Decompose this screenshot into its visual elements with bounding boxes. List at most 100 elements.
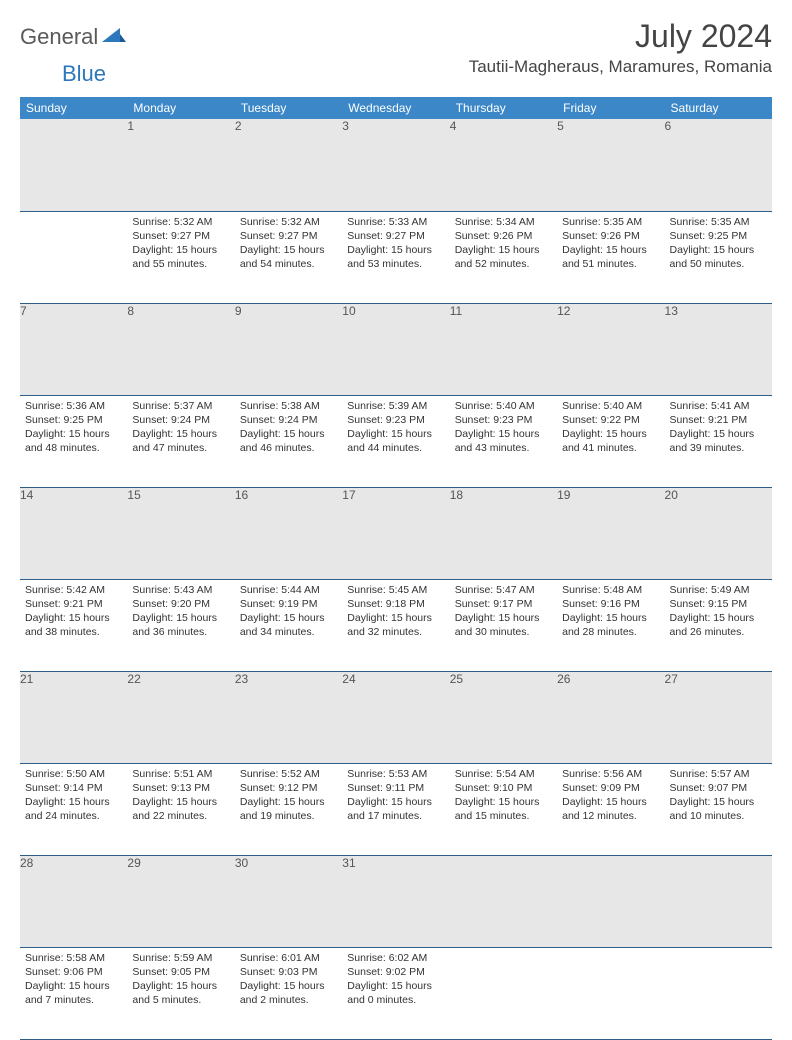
- sunrise-text: Sunrise: 5:51 AM: [132, 767, 229, 781]
- day-cell: [557, 947, 664, 1039]
- day-number: 31: [342, 855, 449, 947]
- day-cell: Sunrise: 5:52 AMSunset: 9:12 PMDaylight:…: [235, 763, 342, 855]
- day-cell: [450, 947, 557, 1039]
- sunset-text: Sunset: 9:06 PM: [25, 965, 122, 979]
- sunset-text: Sunset: 9:23 PM: [455, 413, 552, 427]
- day-number: 12: [557, 303, 664, 395]
- day-cell: Sunrise: 5:49 AMSunset: 9:15 PMDaylight:…: [665, 579, 772, 671]
- sunrise-text: Sunrise: 5:34 AM: [455, 215, 552, 229]
- day-cell: Sunrise: 5:47 AMSunset: 9:17 PMDaylight:…: [450, 579, 557, 671]
- daylight-text: Daylight: 15 hours and 10 minutes.: [670, 795, 767, 823]
- day-cell: Sunrise: 6:02 AMSunset: 9:02 PMDaylight:…: [342, 947, 449, 1039]
- day-cell: Sunrise: 5:51 AMSunset: 9:13 PMDaylight:…: [127, 763, 234, 855]
- sunset-text: Sunset: 9:17 PM: [455, 597, 552, 611]
- sunrise-text: Sunrise: 5:40 AM: [562, 399, 659, 413]
- day-number-row: 21222324252627: [20, 671, 772, 763]
- day-cell: Sunrise: 5:56 AMSunset: 9:09 PMDaylight:…: [557, 763, 664, 855]
- day-header: Saturday: [665, 97, 772, 119]
- day-number: 30: [235, 855, 342, 947]
- sunset-text: Sunset: 9:19 PM: [240, 597, 337, 611]
- week-row: Sunrise: 5:50 AMSunset: 9:14 PMDaylight:…: [20, 763, 772, 855]
- sunset-text: Sunset: 9:03 PM: [240, 965, 337, 979]
- daylight-text: Daylight: 15 hours and 38 minutes.: [25, 611, 122, 639]
- day-cell: Sunrise: 5:57 AMSunset: 9:07 PMDaylight:…: [665, 763, 772, 855]
- week-row: Sunrise: 5:58 AMSunset: 9:06 PMDaylight:…: [20, 947, 772, 1039]
- day-cell: Sunrise: 5:35 AMSunset: 9:25 PMDaylight:…: [665, 211, 772, 303]
- daylight-text: Daylight: 15 hours and 51 minutes.: [562, 243, 659, 271]
- logo-text-general: General: [20, 24, 98, 50]
- daylight-text: Daylight: 15 hours and 19 minutes.: [240, 795, 337, 823]
- daylight-text: Daylight: 15 hours and 53 minutes.: [347, 243, 444, 271]
- day-number: 19: [557, 487, 664, 579]
- day-number: 9: [235, 303, 342, 395]
- day-number: [557, 855, 664, 947]
- sunrise-text: Sunrise: 5:59 AM: [132, 951, 229, 965]
- daylight-text: Daylight: 15 hours and 28 minutes.: [562, 611, 659, 639]
- daylight-text: Daylight: 15 hours and 34 minutes.: [240, 611, 337, 639]
- day-cell: Sunrise: 5:34 AMSunset: 9:26 PMDaylight:…: [450, 211, 557, 303]
- day-cell: Sunrise: 5:35 AMSunset: 9:26 PMDaylight:…: [557, 211, 664, 303]
- day-number-row: 14151617181920: [20, 487, 772, 579]
- daylight-text: Daylight: 15 hours and 30 minutes.: [455, 611, 552, 639]
- sunrise-text: Sunrise: 5:32 AM: [132, 215, 229, 229]
- daylight-text: Daylight: 15 hours and 46 minutes.: [240, 427, 337, 455]
- week-row: Sunrise: 5:32 AMSunset: 9:27 PMDaylight:…: [20, 211, 772, 303]
- day-number: 14: [20, 487, 127, 579]
- day-cell: [665, 947, 772, 1039]
- sunset-text: Sunset: 9:07 PM: [670, 781, 767, 795]
- daylight-text: Daylight: 15 hours and 32 minutes.: [347, 611, 444, 639]
- daylight-text: Daylight: 15 hours and 43 minutes.: [455, 427, 552, 455]
- daylight-text: Daylight: 15 hours and 48 minutes.: [25, 427, 122, 455]
- sunset-text: Sunset: 9:02 PM: [347, 965, 444, 979]
- logo: General: [20, 18, 60, 50]
- day-header: Monday: [127, 97, 234, 119]
- sunrise-text: Sunrise: 6:01 AM: [240, 951, 337, 965]
- sunset-text: Sunset: 9:22 PM: [562, 413, 659, 427]
- day-number: 8: [127, 303, 234, 395]
- sunset-text: Sunset: 9:25 PM: [25, 413, 122, 427]
- day-cell: Sunrise: 5:40 AMSunset: 9:22 PMDaylight:…: [557, 395, 664, 487]
- day-number: 22: [127, 671, 234, 763]
- sunrise-text: Sunrise: 5:44 AM: [240, 583, 337, 597]
- day-cell: Sunrise: 5:32 AMSunset: 9:27 PMDaylight:…: [235, 211, 342, 303]
- day-cell: Sunrise: 5:50 AMSunset: 9:14 PMDaylight:…: [20, 763, 127, 855]
- daylight-text: Daylight: 15 hours and 17 minutes.: [347, 795, 444, 823]
- day-cell: Sunrise: 5:43 AMSunset: 9:20 PMDaylight:…: [127, 579, 234, 671]
- sunrise-text: Sunrise: 5:41 AM: [670, 399, 767, 413]
- day-number: [20, 119, 127, 211]
- day-number: 24: [342, 671, 449, 763]
- daylight-text: Daylight: 15 hours and 39 minutes.: [670, 427, 767, 455]
- day-header-row: Sunday Monday Tuesday Wednesday Thursday…: [20, 97, 772, 119]
- daylight-text: Daylight: 15 hours and 54 minutes.: [240, 243, 337, 271]
- daylight-text: Daylight: 15 hours and 15 minutes.: [455, 795, 552, 823]
- day-number: 20: [665, 487, 772, 579]
- sunrise-text: Sunrise: 5:42 AM: [25, 583, 122, 597]
- sunset-text: Sunset: 9:26 PM: [455, 229, 552, 243]
- sunrise-text: Sunrise: 5:36 AM: [25, 399, 122, 413]
- sunset-text: Sunset: 9:24 PM: [132, 413, 229, 427]
- day-cell: Sunrise: 5:38 AMSunset: 9:24 PMDaylight:…: [235, 395, 342, 487]
- calendar-table: Sunday Monday Tuesday Wednesday Thursday…: [20, 97, 772, 1040]
- week-row: Sunrise: 5:36 AMSunset: 9:25 PMDaylight:…: [20, 395, 772, 487]
- day-cell: Sunrise: 5:40 AMSunset: 9:23 PMDaylight:…: [450, 395, 557, 487]
- daylight-text: Daylight: 15 hours and 52 minutes.: [455, 243, 552, 271]
- day-cell: Sunrise: 6:01 AMSunset: 9:03 PMDaylight:…: [235, 947, 342, 1039]
- day-number: [665, 855, 772, 947]
- sunset-text: Sunset: 9:25 PM: [670, 229, 767, 243]
- day-number: 23: [235, 671, 342, 763]
- day-number-row: 78910111213: [20, 303, 772, 395]
- daylight-text: Daylight: 15 hours and 12 minutes.: [562, 795, 659, 823]
- daylight-text: Daylight: 15 hours and 24 minutes.: [25, 795, 122, 823]
- sunrise-text: Sunrise: 5:52 AM: [240, 767, 337, 781]
- day-cell: Sunrise: 5:44 AMSunset: 9:19 PMDaylight:…: [235, 579, 342, 671]
- sunset-text: Sunset: 9:24 PM: [240, 413, 337, 427]
- sunrise-text: Sunrise: 5:40 AM: [455, 399, 552, 413]
- daylight-text: Daylight: 15 hours and 2 minutes.: [240, 979, 337, 1007]
- day-number: 11: [450, 303, 557, 395]
- day-number: 18: [450, 487, 557, 579]
- day-number: 28: [20, 855, 127, 947]
- day-number: 3: [342, 119, 449, 211]
- sunset-text: Sunset: 9:27 PM: [347, 229, 444, 243]
- day-number: 1: [127, 119, 234, 211]
- day-number: 10: [342, 303, 449, 395]
